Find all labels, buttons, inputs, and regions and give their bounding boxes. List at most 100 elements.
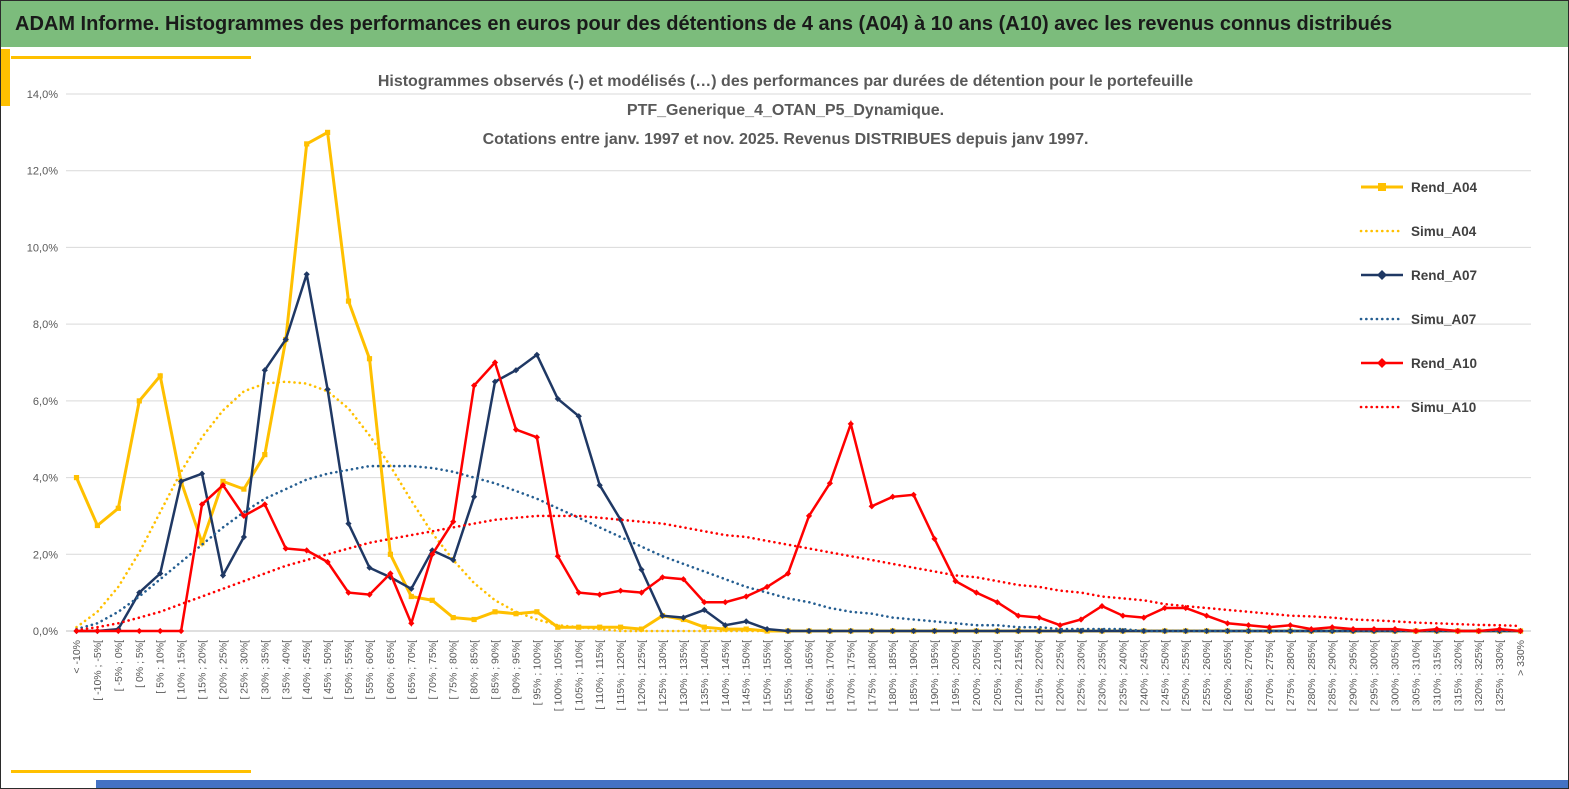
legend-label-Rend_A04: Rend_A04	[1411, 179, 1478, 195]
svg-text:[ 260% ; 265%[: [ 260% ; 265%[	[1222, 640, 1234, 711]
legend-label-Simu_A04: Simu_A04	[1411, 223, 1477, 239]
chart-legend[interactable]: Rend_A04 Simu_A04 Rend_A07 Simu_A07 Rend_A10…	[1359, 165, 1519, 429]
svg-text:[ 30% ; 35%[: [ 30% ; 35%[	[259, 640, 271, 700]
svg-text:[ 105% ; 110%[: [ 105% ; 110%[	[573, 640, 585, 711]
svg-text:[ 75% ; 80%[: [ 75% ; 80%[	[448, 640, 460, 700]
svg-text:[ 100% ; 105%[: [ 100% ; 105%[	[552, 640, 564, 711]
svg-text:14,0%: 14,0%	[27, 89, 58, 101]
svg-text:[ -5% ; 0%[: [ -5% ; 0%[	[113, 640, 125, 691]
svg-text:[ 210% ; 215%[: [ 210% ; 215%[	[1013, 640, 1025, 711]
svg-text:[ 155% ; 160%[: [ 155% ; 160%[	[783, 640, 795, 711]
y-axis-labels: 0,0% 2,0% 4,0% 6,0% 8,0% 10,0% 12,0% 14,0%	[27, 89, 58, 638]
svg-text:8,0%: 8,0%	[33, 319, 58, 331]
svg-text:[ 0% ; 5%[: [ 0% ; 5%[	[134, 640, 146, 688]
svg-text:[ 120% ; 125%[: [ 120% ; 125%[	[636, 640, 648, 711]
page-title: ADAM Informe. Histogrammes des performan…	[15, 12, 1393, 35]
svg-text:[ 40% ; 45%[: [ 40% ; 45%[	[301, 640, 313, 700]
legend-item-Simu_A04[interactable]: Simu_A04	[1359, 209, 1519, 253]
legend-swatch-Rend_A07	[1361, 270, 1403, 280]
legend-swatch-Simu_A04	[1359, 229, 1405, 233]
chart-canvas[interactable]: 0,0% 2,0% 4,0% 6,0% 8,0% 10,0% 12,0% 14,0% < -10…	[1, 47, 1569, 789]
svg-text:[ 235% ; 240%[: [ 235% ; 240%[	[1117, 640, 1129, 711]
svg-text:[ 270% ; 275%[: [ 270% ; 275%[	[1264, 640, 1276, 711]
svg-text:[ 20% ; 25%[: [ 20% ; 25%[	[218, 640, 230, 700]
legend-item-Simu_A10[interactable]: Simu_A10	[1359, 385, 1519, 429]
svg-text:[ 95% ; 100%[: [ 95% ; 100%[	[531, 640, 543, 705]
svg-text:< -10%: < -10%	[71, 640, 83, 674]
legend-swatch-Rend_A10	[1361, 358, 1403, 368]
svg-text:[ 5% ; 10%[: [ 5% ; 10%[	[155, 640, 167, 694]
svg-text:[ 230% ; 235%[: [ 230% ; 235%[	[1097, 640, 1109, 711]
bottom-scrollbar[interactable]	[96, 780, 1568, 788]
svg-text:[ 50% ; 55%[: [ 50% ; 55%[	[343, 640, 355, 700]
svg-text:10,0%: 10,0%	[27, 242, 58, 254]
x-axis-labels: < -10% [ -10% ; -5%[[ -5% ; 0%[[ 0% ; 5%[…	[71, 640, 1527, 711]
svg-text:[ 170% ; 175%[: [ 170% ; 175%[	[845, 640, 857, 711]
legend-item-Rend_A10[interactable]: Rend_A10	[1359, 341, 1519, 385]
svg-text:[ 165% ; 170%[: [ 165% ; 170%[	[824, 640, 836, 711]
svg-text:[ 55% ; 60%[: [ 55% ; 60%[	[364, 640, 376, 700]
header-bar: ADAM Informe. Histogrammes des performan…	[1, 1, 1568, 47]
chart-region: 0,0% 2,0% 4,0% 6,0% 8,0% 10,0% 12,0% 14,0% < -10…	[1, 47, 1569, 789]
svg-text:[ 80% ; 85%[: [ 80% ; 85%[	[469, 640, 481, 700]
yellow-accent-bottom	[11, 770, 251, 773]
svg-text:[ 215% ; 220%[: [ 215% ; 220%[	[1034, 640, 1046, 711]
svg-text:[ 60% ; 65%[: [ 60% ; 65%[	[385, 640, 397, 700]
svg-text:[ 240% ; 245%[: [ 240% ; 245%[	[1138, 640, 1150, 711]
svg-text:[ 175% ; 180%[: [ 175% ; 180%[	[866, 640, 878, 711]
svg-text:[ 225% ; 230%[: [ 225% ; 230%[	[1076, 640, 1088, 711]
svg-text:[ 300% ; 305%[: [ 300% ; 305%[	[1390, 640, 1402, 711]
series-Simu_A04	[75, 380, 1522, 633]
legend-swatch-Rend_A04	[1361, 183, 1403, 191]
series-Rend_A04	[73, 129, 1524, 634]
svg-text:[ 320% ; 325%[: [ 320% ; 325%[	[1473, 640, 1485, 711]
svg-text:[ 315% ; 320%[: [ 315% ; 320%[	[1452, 640, 1464, 711]
legend-item-Simu_A07[interactable]: Simu_A07	[1359, 297, 1519, 341]
svg-text:2,0%: 2,0%	[33, 549, 58, 561]
svg-text:[ 290% ; 295%[: [ 290% ; 295%[	[1348, 640, 1360, 711]
svg-text:> 330%: > 330%	[1515, 640, 1527, 676]
svg-text:0,0%: 0,0%	[33, 626, 58, 638]
svg-text:[ 130% ; 135%[: [ 130% ; 135%[	[678, 640, 690, 711]
series-Rend_A07	[73, 271, 1524, 635]
svg-text:[ 310% ; 315%[: [ 310% ; 315%[	[1431, 640, 1443, 711]
legend-item-Rend_A04[interactable]: Rend_A04	[1359, 165, 1519, 209]
svg-text:[ 115% ; 120%[: [ 115% ; 120%[	[615, 640, 627, 711]
legend-label-Rend_A10: Rend_A10	[1411, 355, 1478, 371]
svg-text:[ 195% ; 200%[: [ 195% ; 200%[	[950, 640, 962, 711]
svg-text:[ 180% ; 185%[: [ 180% ; 185%[	[887, 640, 899, 711]
svg-text:6,0%: 6,0%	[33, 396, 58, 408]
svg-text:[ 280% ; 285%[: [ 280% ; 285%[	[1306, 640, 1318, 711]
svg-text:[ 190% ; 195%[: [ 190% ; 195%[	[929, 640, 941, 711]
svg-text:[ 85% ; 90%[: [ 85% ; 90%[	[490, 640, 502, 700]
series-Rend_A10	[73, 359, 1524, 635]
legend-item-Rend_A07[interactable]: Rend_A07	[1359, 253, 1519, 297]
svg-text:[ 200% ; 205%[: [ 200% ; 205%[	[971, 640, 983, 711]
svg-text:[ 10% ; 15%[: [ 10% ; 15%[	[176, 640, 188, 700]
svg-text:[ 35% ; 40%[: [ 35% ; 40%[	[280, 640, 292, 700]
svg-text:[ 135% ; 140%[: [ 135% ; 140%[	[699, 640, 711, 711]
svg-text:[ 125% ; 130%[: [ 125% ; 130%[	[657, 640, 669, 711]
svg-text:[ 205% ; 210%[: [ 205% ; 210%[	[992, 640, 1004, 711]
series-Simu_A07	[75, 464, 1522, 633]
svg-text:[ 220% ; 225%[: [ 220% ; 225%[	[1055, 640, 1067, 711]
yellow-accent-top	[11, 56, 251, 59]
svg-text:[ 145% ; 150%[: [ 145% ; 150%[	[741, 640, 753, 711]
svg-text:[ 285% ; 290%[: [ 285% ; 290%[	[1327, 640, 1339, 711]
svg-text:[ 110% ; 115%[: [ 110% ; 115%[	[594, 640, 606, 710]
legend-label-Simu_A07: Simu_A07	[1411, 311, 1477, 327]
svg-text:[ 295% ; 300%[: [ 295% ; 300%[	[1369, 640, 1381, 711]
svg-text:[ 275% ; 280%[: [ 275% ; 280%[	[1285, 640, 1297, 711]
svg-text:[ 160% ; 165%[: [ 160% ; 165%[	[804, 640, 816, 711]
legend-swatch-Simu_A10	[1359, 405, 1405, 409]
series-Simu_A10	[75, 514, 1522, 632]
legend-label-Simu_A10: Simu_A10	[1411, 399, 1477, 415]
svg-text:12,0%: 12,0%	[27, 166, 58, 178]
svg-text:[ 265% ; 270%[: [ 265% ; 270%[	[1243, 640, 1255, 711]
svg-text:[ 140% ; 145%[: [ 140% ; 145%[	[720, 640, 732, 711]
svg-text:[ 150% ; 155%[: [ 150% ; 155%[	[762, 640, 774, 711]
svg-text:[ 70% ; 75%[: [ 70% ; 75%[	[427, 640, 439, 700]
svg-text:[ 65% ; 70%[: [ 65% ; 70%[	[406, 640, 418, 700]
svg-text:[ 250% ; 255%[: [ 250% ; 255%[	[1180, 640, 1192, 711]
